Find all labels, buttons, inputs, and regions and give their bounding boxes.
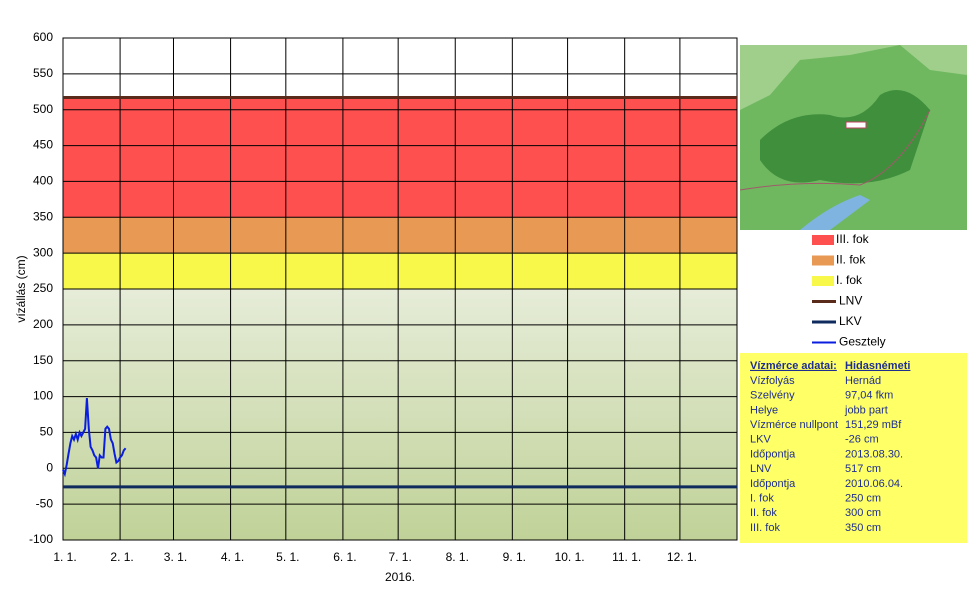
y-tick-label: 300 bbox=[33, 245, 53, 259]
table-cell: LNV bbox=[750, 463, 772, 475]
y-tick-label: 250 bbox=[33, 281, 53, 295]
table-cell: jobb part bbox=[844, 404, 888, 416]
table-cell: 517 cm bbox=[845, 463, 881, 475]
table-header: Hidasnémeti bbox=[845, 360, 910, 372]
y-tick-label: 450 bbox=[33, 138, 53, 152]
x-tick-label: 6. 1. bbox=[333, 550, 356, 564]
x-tick-label: 1. 1. bbox=[53, 550, 76, 564]
plot-border bbox=[62, 37, 738, 541]
table-cell: 2013.08.30. bbox=[845, 448, 903, 460]
legend-label: I. fok bbox=[836, 273, 863, 287]
table-cell: II. fok bbox=[750, 507, 777, 519]
y-tick-label: 0 bbox=[46, 460, 53, 474]
table-cell: 300 cm bbox=[845, 507, 881, 519]
x-tick-label: 5. 1. bbox=[276, 550, 299, 564]
x-axis-label: 2016. bbox=[385, 570, 415, 584]
x-tick-label: 9. 1. bbox=[503, 550, 526, 564]
legend-label: II. fok bbox=[836, 253, 866, 267]
x-tick-label: 2. 1. bbox=[110, 550, 133, 564]
y-tick-label: -100 bbox=[29, 532, 53, 546]
y-tick-label: 600 bbox=[33, 30, 53, 44]
y-tick-label: 550 bbox=[33, 66, 53, 80]
level-band bbox=[63, 217, 737, 254]
map-mountains bbox=[760, 90, 930, 184]
legend-label: LKV bbox=[839, 314, 862, 328]
level-band bbox=[63, 97, 737, 218]
table-cell: 350 cm bbox=[845, 522, 881, 534]
info-table: Vízmérce adatai: Hidasnémeti Vízfolyás Hern… bbox=[740, 353, 967, 543]
table-cell: I. fok bbox=[750, 493, 774, 505]
info-table-background bbox=[740, 353, 967, 543]
map-border bbox=[739, 109, 931, 191]
data-line bbox=[62, 397, 127, 478]
legend-swatch bbox=[812, 276, 834, 286]
table-cell: Időpontja bbox=[750, 478, 796, 490]
y-tick-label: 500 bbox=[33, 102, 53, 116]
legend-swatch bbox=[812, 255, 834, 266]
plot-background bbox=[63, 289, 737, 540]
x-tick-label: 11. 1. bbox=[612, 550, 641, 564]
map-lake bbox=[800, 195, 870, 230]
table-cell: LKV bbox=[750, 434, 771, 446]
table-cell: 2010.06.04. bbox=[845, 478, 903, 490]
legend: III. fok II. fok I. fok LNV LKV Gesztely bbox=[812, 232, 886, 349]
x-tick-label: 8. 1. bbox=[446, 550, 469, 564]
table-header: Vízmérce adatai: bbox=[750, 360, 837, 372]
plot-area: -100 -50 0 50 100 150 200 250 300 350 400 450 500 550… bbox=[29, 30, 738, 564]
y-tick-label: 350 bbox=[33, 209, 53, 223]
x-tick-label: 10. 1. bbox=[555, 550, 585, 564]
x-tick-label: 4. 1. bbox=[221, 550, 244, 564]
table-cell: 250 cm bbox=[845, 493, 881, 505]
table-cell: Helye bbox=[750, 404, 778, 416]
table-cell: Szelvény bbox=[750, 390, 795, 402]
table-cell: Vízmérce nullpont bbox=[750, 419, 838, 431]
table-cell: Hernád bbox=[845, 375, 881, 387]
legend-label: LNV bbox=[839, 294, 862, 308]
legend-label: Gesztely bbox=[839, 335, 886, 349]
legend-swatch bbox=[812, 235, 834, 245]
x-tick-label: 3. 1. bbox=[164, 550, 187, 564]
table-cell: Vízfolyás bbox=[750, 375, 795, 387]
y-tick-label: 50 bbox=[40, 425, 54, 439]
y-axis-label: vízállás (cm) bbox=[14, 255, 28, 322]
y-tick-label: 100 bbox=[33, 389, 53, 403]
table-cell: -26 cm bbox=[845, 434, 879, 446]
legend-label: III. fok bbox=[836, 232, 870, 246]
y-tick-label: 400 bbox=[33, 174, 53, 188]
x-tick-label: 7. 1. bbox=[388, 550, 411, 564]
table-cell: Időpontja bbox=[750, 448, 796, 460]
table-cell: 151,29 mBf bbox=[845, 419, 902, 431]
x-tick-label: 12. 1. bbox=[667, 550, 697, 564]
y-tick-label: 150 bbox=[33, 353, 53, 367]
y-tick-label: -50 bbox=[36, 496, 54, 510]
level-band bbox=[63, 253, 737, 289]
map-marker bbox=[845, 121, 867, 129]
table-cell: III. fok bbox=[750, 522, 780, 534]
y-tick-label: 200 bbox=[33, 317, 53, 331]
table-cell: 97,04 fkm bbox=[845, 390, 893, 402]
map bbox=[739, 45, 967, 230]
